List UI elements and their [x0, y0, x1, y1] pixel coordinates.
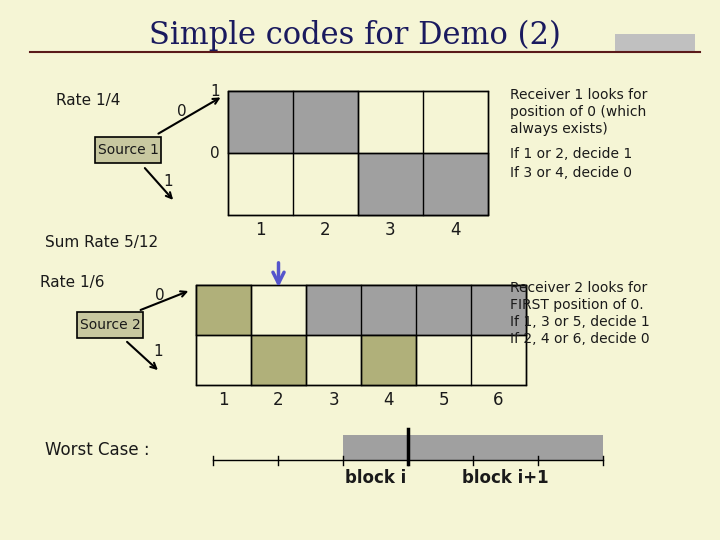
Text: Simple codes for Demo (2): Simple codes for Demo (2): [149, 19, 561, 51]
Bar: [228, 91, 488, 215]
Text: FIRST position of 0.: FIRST position of 0.: [510, 298, 644, 312]
Bar: [361, 335, 416, 385]
Text: Sum Rate 5/12: Sum Rate 5/12: [45, 234, 158, 249]
Text: 2: 2: [273, 391, 284, 409]
Text: Source 2: Source 2: [80, 318, 140, 332]
Text: block i: block i: [345, 469, 406, 487]
Bar: [343, 435, 603, 460]
Bar: [306, 285, 526, 335]
Text: 0: 0: [210, 145, 220, 160]
Text: Rate 1/4: Rate 1/4: [56, 92, 120, 107]
Text: 1: 1: [210, 84, 220, 98]
Bar: [95, 137, 161, 163]
Text: Rate 1/6: Rate 1/6: [40, 274, 104, 289]
Text: Source 1: Source 1: [98, 143, 158, 157]
Text: 0: 0: [177, 105, 186, 119]
Bar: [196, 285, 251, 335]
Text: 5: 5: [438, 391, 449, 409]
Text: 2: 2: [320, 221, 330, 239]
Text: always exists): always exists): [510, 122, 608, 136]
Text: 1: 1: [255, 221, 266, 239]
Text: position of 0 (which: position of 0 (which: [510, 105, 647, 119]
Text: 1: 1: [163, 174, 173, 190]
Text: If 2, 4 or 6, decide 0: If 2, 4 or 6, decide 0: [510, 332, 649, 346]
Text: 4: 4: [450, 221, 461, 239]
Text: If 1 or 2, decide 1: If 1 or 2, decide 1: [510, 147, 632, 161]
Text: 6: 6: [493, 391, 504, 409]
Bar: [228, 91, 358, 153]
Text: Receiver 2 looks for: Receiver 2 looks for: [510, 281, 647, 295]
Text: 0: 0: [156, 287, 165, 302]
Bar: [358, 153, 488, 215]
Text: 3: 3: [385, 221, 396, 239]
Text: 3: 3: [328, 391, 339, 409]
Bar: [196, 285, 526, 385]
Text: 4: 4: [383, 391, 394, 409]
Text: block i+1: block i+1: [462, 469, 549, 487]
Text: Receiver 1 looks for: Receiver 1 looks for: [510, 88, 647, 102]
Bar: [615, 34, 695, 52]
Bar: [251, 335, 306, 385]
Text: If 1, 3 or 5, decide 1: If 1, 3 or 5, decide 1: [510, 315, 649, 329]
Bar: [77, 312, 143, 338]
Text: Worst Case :: Worst Case :: [45, 441, 150, 459]
Text: 1: 1: [218, 391, 229, 409]
Text: 1: 1: [153, 345, 163, 360]
Text: If 3 or 4, decide 0: If 3 or 4, decide 0: [510, 166, 632, 180]
